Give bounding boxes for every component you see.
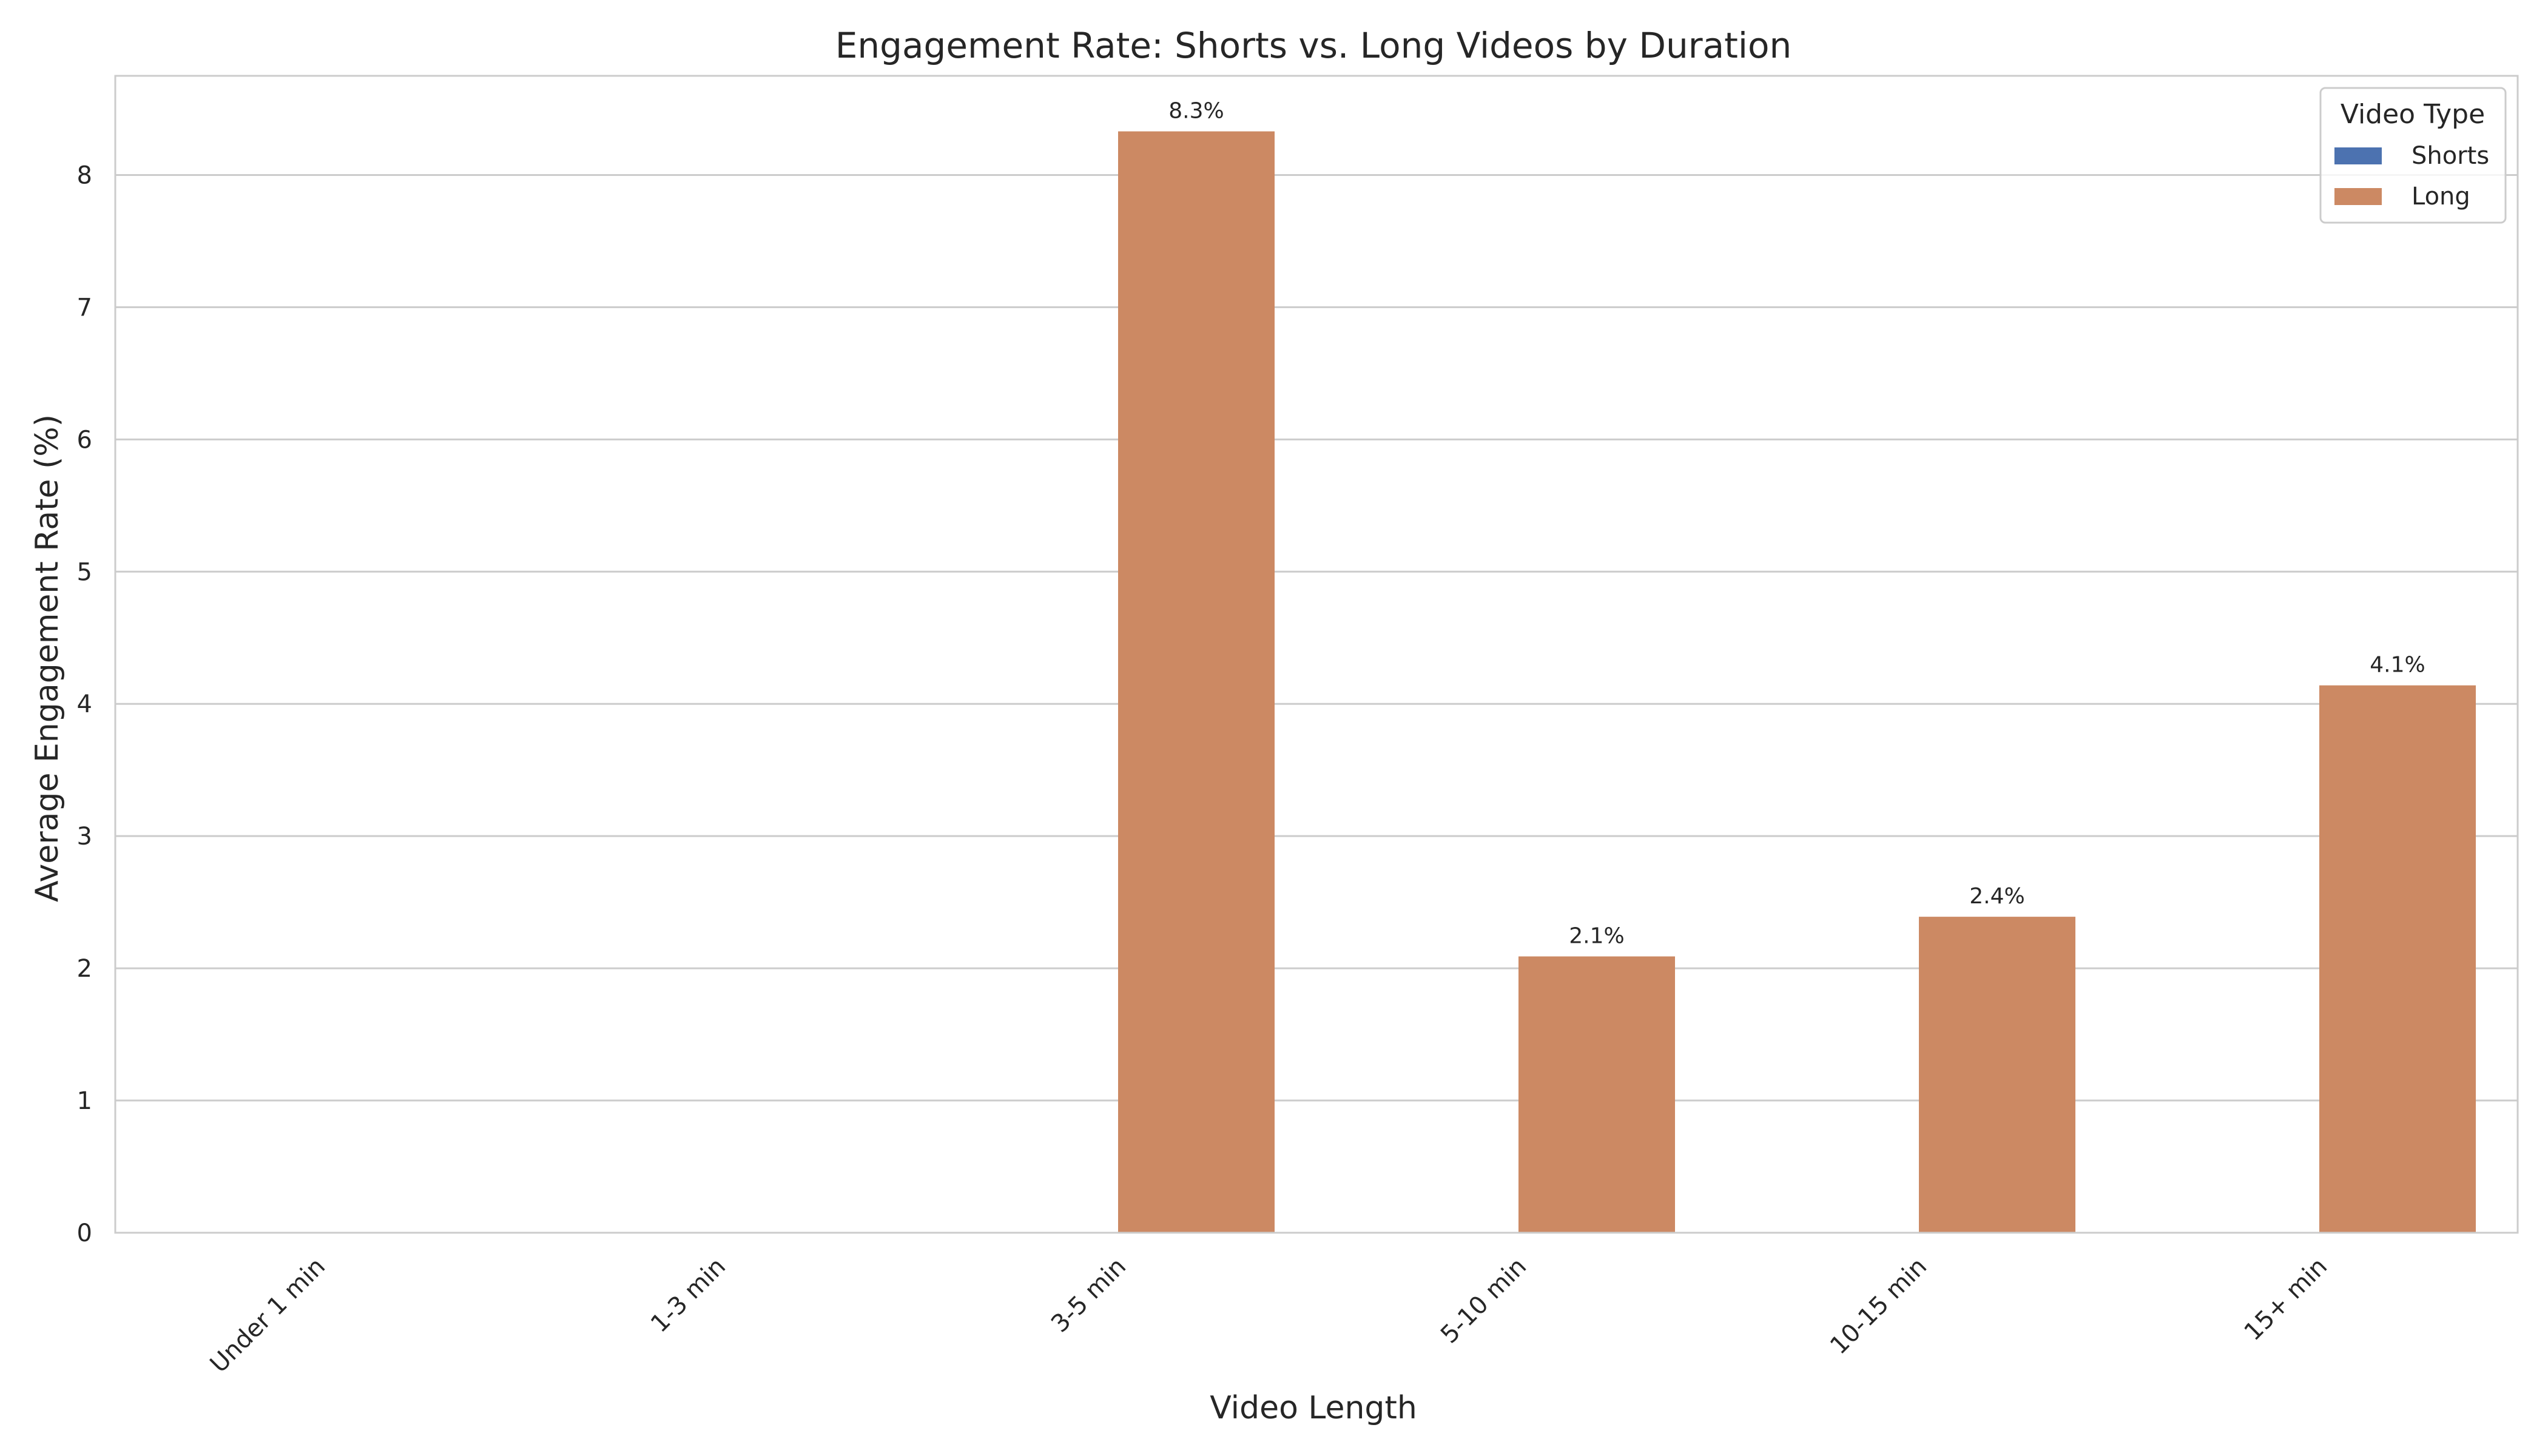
plot-frame — [114, 75, 2519, 1234]
y-tick-label: 0 — [77, 1219, 92, 1247]
legend-label-shorts: Shorts — [2412, 142, 2489, 170]
grid-lines — [115, 174, 2518, 1234]
bar-value-label: 4.1% — [2370, 653, 2425, 678]
y-tick-label: 8 — [77, 161, 92, 189]
bar-value-label: 2.4% — [1969, 884, 2024, 909]
x-tick-label: 15+ min — [2239, 1253, 2333, 1347]
x-tick-label: 5-10 min — [1435, 1253, 1532, 1349]
chart-title: Engagement Rate: Shorts vs. Long Videos … — [835, 25, 1792, 66]
bar-long-3 — [1518, 956, 1675, 1233]
bar-value-labels: 8.3% 2.1% 2.4% 4.1% — [1168, 99, 2425, 949]
x-axis-label: Video Length — [1210, 1390, 1417, 1426]
bar-value-label: 8.3% — [1168, 99, 1224, 124]
y-tick-label: 7 — [77, 294, 92, 322]
x-tick-label: Under 1 min — [205, 1253, 331, 1378]
legend: Video Type Shorts Long — [2319, 87, 2507, 224]
y-tick-label: 1 — [77, 1087, 92, 1115]
bar-long-4 — [1919, 917, 2075, 1233]
y-tick-labels: 0 1 2 3 4 5 6 7 8 — [77, 161, 92, 1247]
y-tick-label: 5 — [77, 558, 92, 586]
y-tick-label: 3 — [77, 823, 92, 851]
legend-label-long: Long — [2412, 183, 2470, 211]
bar-long-5 — [2319, 685, 2476, 1233]
y-tick-label: 6 — [77, 426, 92, 454]
legend-swatch-long — [2334, 188, 2382, 205]
bars — [1118, 131, 2476, 1233]
x-tick-label: 3-5 min — [1046, 1253, 1131, 1338]
bar-long-2 — [1118, 131, 1275, 1233]
x-tick-label: 1-3 min — [645, 1253, 731, 1338]
x-tick-label: 10-15 min — [1825, 1253, 1932, 1360]
legend-swatch-shorts — [2334, 147, 2382, 164]
y-axis-label: Average Engagement Rate (%) — [29, 414, 66, 902]
x-tick-labels: Under 1 min 1-3 min 3-5 min 5-10 min 10-15 m… — [205, 1253, 2333, 1378]
y-tick-label: 4 — [77, 690, 92, 718]
bar-value-label: 2.1% — [1569, 923, 1624, 948]
y-tick-label: 2 — [77, 955, 92, 983]
legend-title: Video Type — [2341, 99, 2485, 130]
